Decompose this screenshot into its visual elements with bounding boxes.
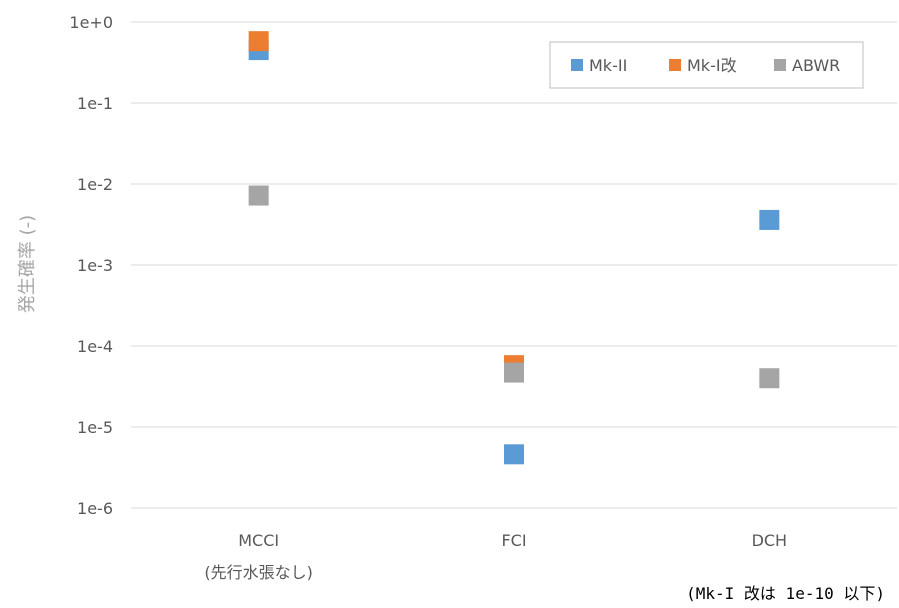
legend: Mk-II Mk-I改 ABWR	[549, 41, 864, 89]
y-axis-ticks: 1e-6 1e-5 1e-4 1e-3 1e-2 1e-1 1e+0	[69, 13, 113, 518]
legend-swatch	[669, 59, 681, 71]
legend-label: Mk-II	[589, 56, 627, 75]
y-tick-label: 1e-6	[77, 499, 113, 518]
point-abwr-2	[759, 368, 780, 389]
point-mk-i--0	[248, 31, 269, 52]
footnote: (Mk-I 改は 1e-10 以下)	[686, 584, 885, 603]
point-mk-ii-2	[759, 209, 780, 230]
gridlines	[131, 21, 897, 509]
point-abwr-1	[504, 362, 524, 383]
x-category-label: MCCI (先行水張なし)	[204, 531, 313, 582]
x-axis-categories: MCCI (先行水張なし) FCI DCH	[204, 531, 787, 582]
y-tick-label: 1e+0	[69, 13, 113, 32]
legend-swatch	[571, 59, 583, 71]
y-tick-label: 1e-4	[77, 337, 113, 356]
data-points	[248, 31, 780, 465]
legend-swatch	[774, 59, 786, 71]
y-axis-label: 発生確率 (-)	[17, 215, 38, 313]
x-category-label: FCI	[501, 531, 526, 550]
y-tick-label: 1e-5	[77, 418, 113, 437]
legend-box	[549, 41, 864, 89]
legend-label: ABWR	[792, 56, 840, 75]
legend-label: Mk-I改	[687, 56, 737, 75]
x-category-label: DCH	[752, 531, 788, 550]
point-abwr-0	[248, 185, 269, 206]
y-tick-label: 1e-3	[77, 256, 113, 275]
y-tick-label: 1e-1	[77, 94, 113, 113]
point-mk-ii-1	[504, 444, 524, 465]
y-tick-label: 1e-2	[77, 175, 113, 194]
